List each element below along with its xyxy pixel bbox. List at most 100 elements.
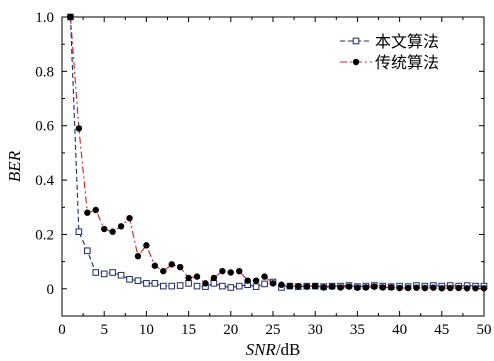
data-point	[176, 282, 184, 289]
data-point	[379, 284, 386, 291]
data-point	[143, 280, 150, 287]
data-point	[168, 261, 175, 268]
x-tick-label: 25	[266, 322, 281, 338]
data-point	[75, 125, 83, 132]
data-point	[193, 273, 201, 280]
data-point	[159, 282, 167, 290]
data-point	[109, 269, 116, 276]
data-point	[354, 284, 361, 291]
data-point	[143, 242, 150, 249]
series-layer	[67, 13, 488, 292]
data-point	[252, 283, 260, 290]
x-tick-label: 10	[139, 322, 154, 338]
legend-label: 本文算法	[375, 32, 439, 51]
data-point	[371, 283, 378, 290]
data-point	[151, 262, 159, 269]
data-point	[303, 283, 310, 290]
data-point	[362, 284, 370, 291]
data-point	[176, 263, 184, 271]
data-point	[75, 228, 83, 236]
data-point	[463, 285, 471, 292]
data-point	[387, 284, 395, 291]
series-2	[67, 13, 488, 292]
data-point	[117, 271, 125, 279]
data-point	[227, 269, 234, 276]
data-point	[413, 284, 420, 291]
data-point	[421, 284, 429, 292]
data-point	[117, 223, 125, 230]
data-point	[219, 282, 226, 290]
data-point	[101, 225, 108, 233]
data-point	[126, 276, 133, 283]
data-point	[84, 247, 91, 255]
data-point	[109, 228, 116, 235]
axes: 0 5 10 15 20 25 30 35 40 45 50 0 0.2 0.4 0.6 0.8 1.0	[35, 10, 491, 338]
data-point	[236, 267, 243, 275]
x-tick-label: 45	[434, 322, 449, 338]
data-point	[438, 285, 445, 292]
data-point	[480, 285, 488, 292]
data-point	[396, 284, 403, 292]
data-point	[286, 282, 294, 290]
x-tick-label: 20	[223, 322, 238, 338]
data-point	[67, 13, 74, 21]
legend-marker	[352, 37, 360, 45]
data-point	[193, 282, 201, 290]
data-point	[295, 282, 302, 290]
data-point	[151, 280, 159, 287]
y-tick-label: 0	[47, 282, 55, 298]
data-point	[455, 284, 462, 292]
legend-marker	[352, 58, 360, 66]
data-point	[100, 270, 108, 278]
y-tick-label: 0.6	[35, 119, 54, 135]
data-point	[202, 280, 209, 287]
x-axis-title-var: SNR	[246, 340, 277, 359]
data-point	[472, 285, 479, 292]
data-point	[235, 282, 243, 290]
data-point	[430, 284, 437, 291]
x-tick-label: 40	[392, 322, 407, 338]
data-point	[185, 280, 192, 287]
data-point	[269, 280, 277, 287]
data-point	[261, 280, 268, 288]
data-point	[320, 284, 327, 291]
data-point	[210, 280, 218, 287]
data-point	[134, 277, 142, 284]
x-tick-label: 15	[181, 322, 196, 338]
data-point	[126, 214, 133, 222]
data-point	[447, 284, 454, 292]
data-point	[337, 284, 344, 291]
data-point	[278, 281, 285, 288]
data-point	[328, 283, 336, 290]
data-point	[227, 284, 235, 291]
data-point	[312, 282, 319, 290]
data-point	[84, 209, 91, 216]
x-tick-label: 0	[58, 322, 66, 338]
x-tick-label: 5	[100, 322, 108, 338]
x-axis-title-unit: /dB	[276, 340, 301, 359]
data-point	[185, 274, 192, 282]
data-point	[261, 273, 268, 280]
data-point	[92, 269, 100, 276]
data-point	[244, 277, 251, 284]
data-point	[210, 274, 218, 282]
x-tick-label: 50	[477, 322, 492, 338]
y-tick-label: 1.0	[35, 10, 54, 26]
data-point	[219, 267, 226, 275]
y-axis-title: BER	[5, 150, 24, 182]
x-axis-title: SNR/dB	[246, 340, 301, 359]
y-tick-label: 0.4	[35, 173, 54, 189]
data-point	[252, 277, 260, 284]
data-point	[160, 267, 167, 275]
legend-label: 传统算法	[375, 53, 439, 72]
y-tick-label: 0.2	[35, 227, 54, 243]
y-tick-label: 0.8	[35, 64, 54, 80]
x-tick-label: 35	[350, 322, 365, 338]
data-point	[92, 206, 99, 214]
data-point	[404, 284, 412, 292]
data-point	[134, 253, 142, 260]
x-tick-label: 30	[308, 322, 323, 338]
data-point	[168, 282, 176, 290]
